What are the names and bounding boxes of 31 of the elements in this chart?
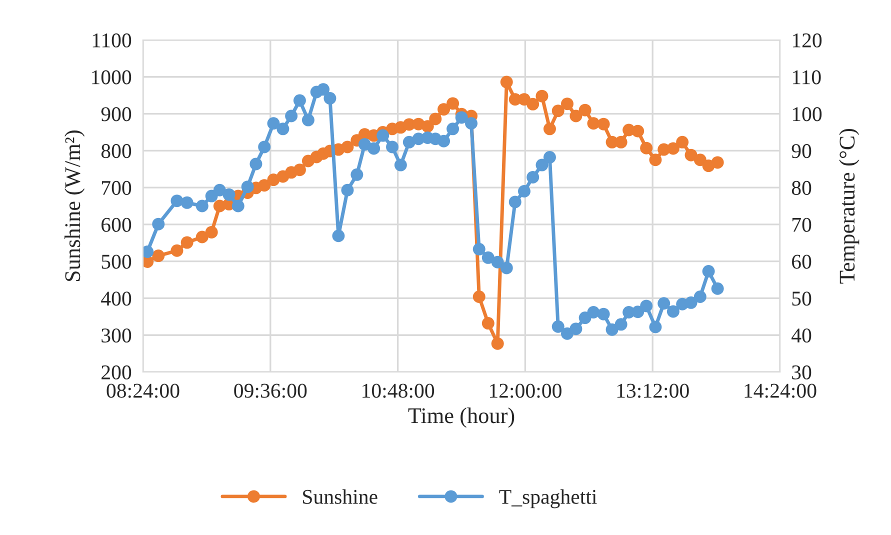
y-tick-label: 500 [102,254,132,269]
y-tick-label: 800 [101,144,132,158]
y2-tick-label: 90 [792,144,812,158]
x-tick-label: 10:48:00 [362,384,434,398]
x-tick-label: 12:00:00 [490,384,562,398]
y-tick-label: 200 [102,365,132,380]
y2-tick-label: 70 [792,218,812,232]
legend-label: T_spaghetti [499,489,597,508]
y-tick-label: 700 [102,180,132,195]
y2-tick-label: 60 [792,254,812,269]
y2-tick-label: 40 [792,328,812,343]
y2-axis-title: Temperature (°C) [839,128,860,284]
y-tick-label: 1100 [92,33,132,48]
y-axis-title: Sunshine (W/m²) [64,130,85,281]
y-tick-label: 400 [101,292,132,306]
x-tick-label: 08:24:00 [106,384,180,398]
y2-tick-label: 80 [792,180,812,195]
x-tick-label: 09:36:00 [234,384,307,398]
x-axis-title: Time (hour) [408,408,514,428]
y2-tick-label: 30 [792,365,812,380]
y2-tick-label: 50 [792,292,812,306]
legend-label: Sunshine [303,489,378,504]
y-tick-label: 300 [102,328,132,343]
x-tick-label: 13:12:00 [617,384,689,398]
y2-tick-label: 110 [792,70,821,84]
y-tick-label: 600 [102,218,132,232]
x-tick-label: 14:24:00 [744,384,816,398]
y-tick-label: 900 [101,107,132,122]
y2-tick-label: 100 [792,107,822,122]
y-tick-label: 1000 [92,70,132,84]
y2-tick-label: 120 [792,33,822,48]
